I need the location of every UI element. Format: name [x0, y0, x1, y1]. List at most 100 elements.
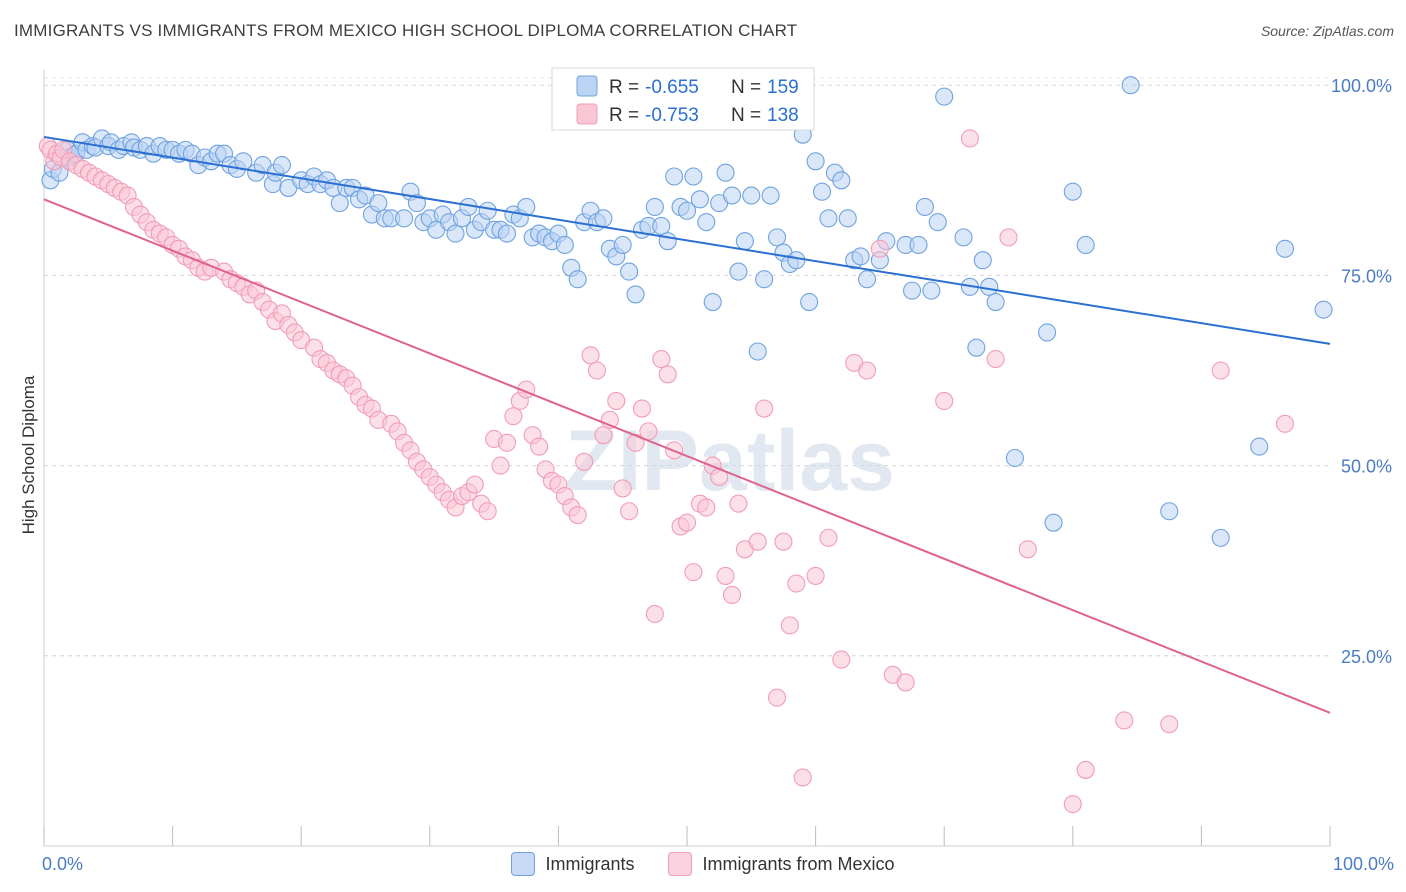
- point-immigrants: [1314, 300, 1333, 319]
- point-mexico: [806, 566, 825, 585]
- data-points: [38, 76, 1333, 814]
- point-immigrants: [1250, 437, 1269, 456]
- point-immigrants: [832, 171, 851, 190]
- point-mexico: [748, 532, 767, 551]
- point-mexico: [568, 506, 587, 525]
- point-immigrants: [690, 190, 709, 209]
- legend-swatch-mexico: [668, 852, 693, 876]
- point-immigrants: [980, 277, 999, 296]
- y-tick-label: 50.0%: [1341, 457, 1392, 477]
- point-mexico: [935, 391, 954, 410]
- point-mexico: [658, 365, 677, 384]
- point-immigrants: [806, 152, 825, 171]
- point-mexico: [819, 528, 838, 547]
- point-mexico: [594, 426, 613, 445]
- point-mexico: [960, 129, 979, 148]
- point-immigrants: [497, 224, 517, 243]
- point-immigrants: [716, 163, 735, 182]
- x-tick-label: 0.0%: [42, 854, 83, 874]
- point-mexico: [774, 532, 793, 551]
- point-mexico: [1115, 711, 1134, 730]
- point-immigrants: [594, 209, 613, 228]
- point-mexico: [504, 407, 523, 426]
- trend-line-immigrants: [43, 135, 1331, 345]
- point-mexico: [626, 433, 645, 452]
- point-immigrants: [986, 292, 1005, 312]
- point-immigrants: [665, 167, 684, 186]
- point-mexico: [1076, 760, 1095, 779]
- tick-labels: 25.0% 50.0% 75.0% 100.0% 0.0% 100.0%: [42, 76, 1394, 874]
- legend-r-value: -0.753: [645, 105, 699, 126]
- point-immigrants: [857, 270, 877, 289]
- point-immigrants: [645, 197, 664, 216]
- point-immigrants: [761, 186, 780, 205]
- point-mexico: [613, 479, 632, 498]
- point-immigrants: [395, 209, 414, 228]
- point-immigrants: [909, 235, 928, 255]
- point-immigrants: [1275, 239, 1295, 258]
- point-mexico: [729, 494, 748, 513]
- point-immigrants: [748, 342, 767, 361]
- point-immigrants: [851, 247, 870, 266]
- point-immigrants: [555, 235, 574, 255]
- point-mexico: [1063, 795, 1082, 814]
- point-mexico: [620, 502, 639, 521]
- point-immigrants: [613, 235, 632, 255]
- point-immigrants: [658, 232, 677, 251]
- source-label: Source: ZipAtlas.com: [1260, 23, 1394, 39]
- point-immigrants: [652, 216, 671, 236]
- point-mexico: [793, 768, 812, 787]
- legend-item-mexico[interactable]: Immigrants from Mexico: [668, 852, 895, 876]
- point-mexico: [1160, 715, 1179, 734]
- legend-top-swatch-mexico: [576, 103, 598, 125]
- axes: [43, 70, 1331, 847]
- point-mexico: [1018, 540, 1037, 559]
- point-immigrants: [1121, 76, 1140, 95]
- point-immigrants: [735, 232, 754, 251]
- legend-n-label: N =: [731, 77, 761, 98]
- point-immigrants: [703, 292, 722, 312]
- point-mexico: [1275, 414, 1295, 433]
- point-immigrants: [1211, 528, 1230, 547]
- point-mexico: [999, 228, 1018, 247]
- legend-r-label: R =: [609, 77, 639, 98]
- point-immigrants: [1063, 182, 1082, 201]
- point-immigrants: [620, 262, 639, 281]
- point-immigrants: [722, 186, 742, 205]
- legend-label-mexico: Immigrants from Mexico: [702, 853, 895, 874]
- legend-n-label: N =: [731, 105, 761, 126]
- y-tick-label: 75.0%: [1341, 266, 1392, 286]
- point-immigrants: [915, 197, 934, 216]
- point-mexico: [716, 566, 735, 585]
- legend-n-value: 159: [767, 77, 799, 98]
- legend-r-label: R =: [609, 105, 639, 126]
- point-mexico: [581, 346, 600, 365]
- point-immigrants: [446, 224, 465, 243]
- point-immigrants: [729, 262, 748, 281]
- point-mexico: [832, 650, 851, 669]
- point-immigrants: [755, 270, 774, 289]
- point-immigrants: [1038, 323, 1057, 342]
- point-immigrants: [568, 270, 587, 289]
- point-mexico: [677, 513, 697, 532]
- point-mexico: [645, 604, 664, 624]
- legend-swatch-immigrants: [511, 852, 536, 876]
- point-immigrants: [935, 87, 954, 106]
- x-tick-label: 100.0%: [1333, 854, 1394, 874]
- point-immigrants: [330, 194, 349, 213]
- legend-item-immigrants[interactable]: Immigrants: [511, 852, 634, 876]
- point-immigrants: [626, 285, 645, 304]
- point-immigrants: [1076, 235, 1095, 255]
- point-mexico: [857, 361, 877, 380]
- point-immigrants: [369, 194, 388, 213]
- point-mexico: [870, 239, 889, 258]
- point-immigrants: [812, 182, 832, 201]
- point-mexico: [722, 585, 742, 604]
- point-immigrants: [800, 292, 819, 312]
- legend-top-swatch-immigrants: [576, 75, 598, 97]
- point-immigrants: [767, 228, 787, 247]
- legend-label-immigrants: Immigrants: [545, 853, 635, 874]
- point-immigrants: [973, 251, 992, 270]
- point-mexico: [530, 437, 549, 456]
